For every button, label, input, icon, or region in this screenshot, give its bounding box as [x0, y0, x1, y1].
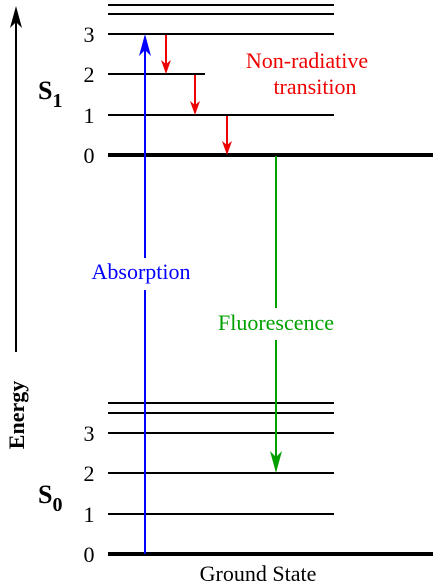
fluorescence-label: Fluorescence [218, 310, 334, 335]
s0-level-number: 0 [84, 542, 95, 567]
ground-state-label: Ground State [200, 561, 317, 586]
energy-axis-arrowhead-icon [10, 6, 22, 28]
absorption-arrow [139, 34, 151, 554]
energy-axis-label: Energy [4, 381, 29, 449]
energy-axis: Energy [4, 6, 29, 449]
s1-state-label: S1 [38, 76, 62, 112]
non-radiative-arrowhead-icon [222, 141, 232, 155]
s1-level-number: 2 [84, 62, 95, 87]
absorption-arrowhead-icon [139, 34, 151, 56]
absorption-label: Absorption [92, 259, 191, 284]
s1-levels [108, 4, 433, 157]
fluorescence-arrow [270, 156, 282, 473]
non-radiative-arrowhead-icon [190, 101, 200, 115]
non-radiative-label-line2: transition [273, 74, 356, 99]
s1-level-number: 3 [84, 22, 95, 47]
s0-level-number: 2 [84, 461, 95, 486]
non-radiative-arrows [161, 35, 232, 155]
non-radiative-label-line1: Non-radiative [246, 48, 368, 73]
s0-state-label: S0 [38, 480, 62, 516]
s0-level-number: 1 [84, 502, 95, 527]
fluorescence-arrowhead-icon [270, 451, 282, 473]
s0-levels [108, 402, 433, 556]
s0-level-number: 3 [84, 421, 95, 446]
s1-level-number: 1 [84, 103, 95, 128]
non-radiative-arrowhead-icon [161, 60, 171, 74]
s1-level-number: 0 [84, 143, 95, 168]
